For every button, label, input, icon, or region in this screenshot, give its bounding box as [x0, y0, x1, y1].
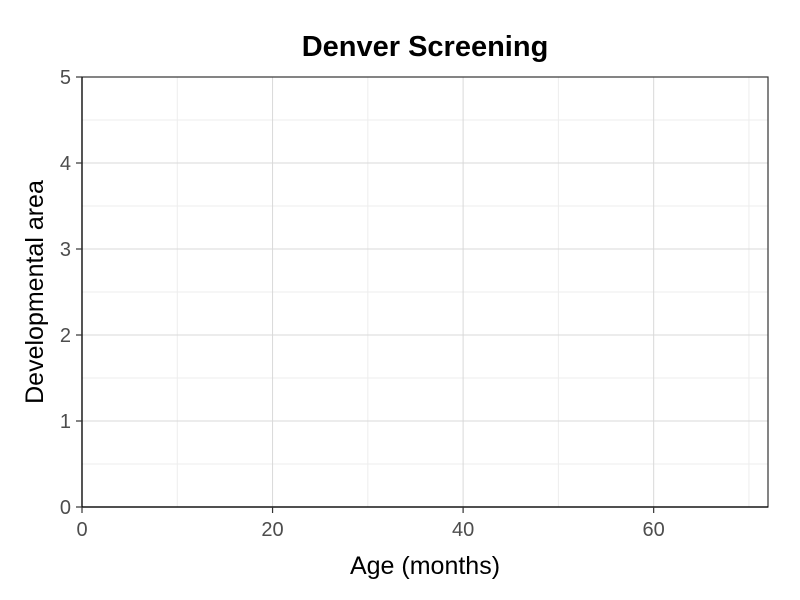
x-tick-label: 0: [76, 519, 87, 541]
chart-title: Denver Screening: [302, 31, 549, 63]
grid-layer: [81, 76, 768, 508]
y-axis-label: Developmental area: [21, 180, 49, 404]
x-tick-label: 40: [452, 519, 474, 541]
tick-layer: 0 20 40 60 0 1 2 3 4 5: [60, 67, 665, 541]
y-tick-label: 5: [60, 67, 71, 89]
y-tick-label: 3: [60, 239, 71, 261]
y-tick-label: 1: [60, 411, 71, 433]
x-axis-label: Age (months): [350, 552, 500, 580]
y-tick-label: 4: [60, 153, 71, 175]
x-tick-label: 20: [261, 519, 283, 541]
y-tick-label: 2: [60, 325, 71, 347]
x-tick-label: 60: [643, 519, 665, 541]
y-tick-label: 0: [60, 497, 71, 519]
